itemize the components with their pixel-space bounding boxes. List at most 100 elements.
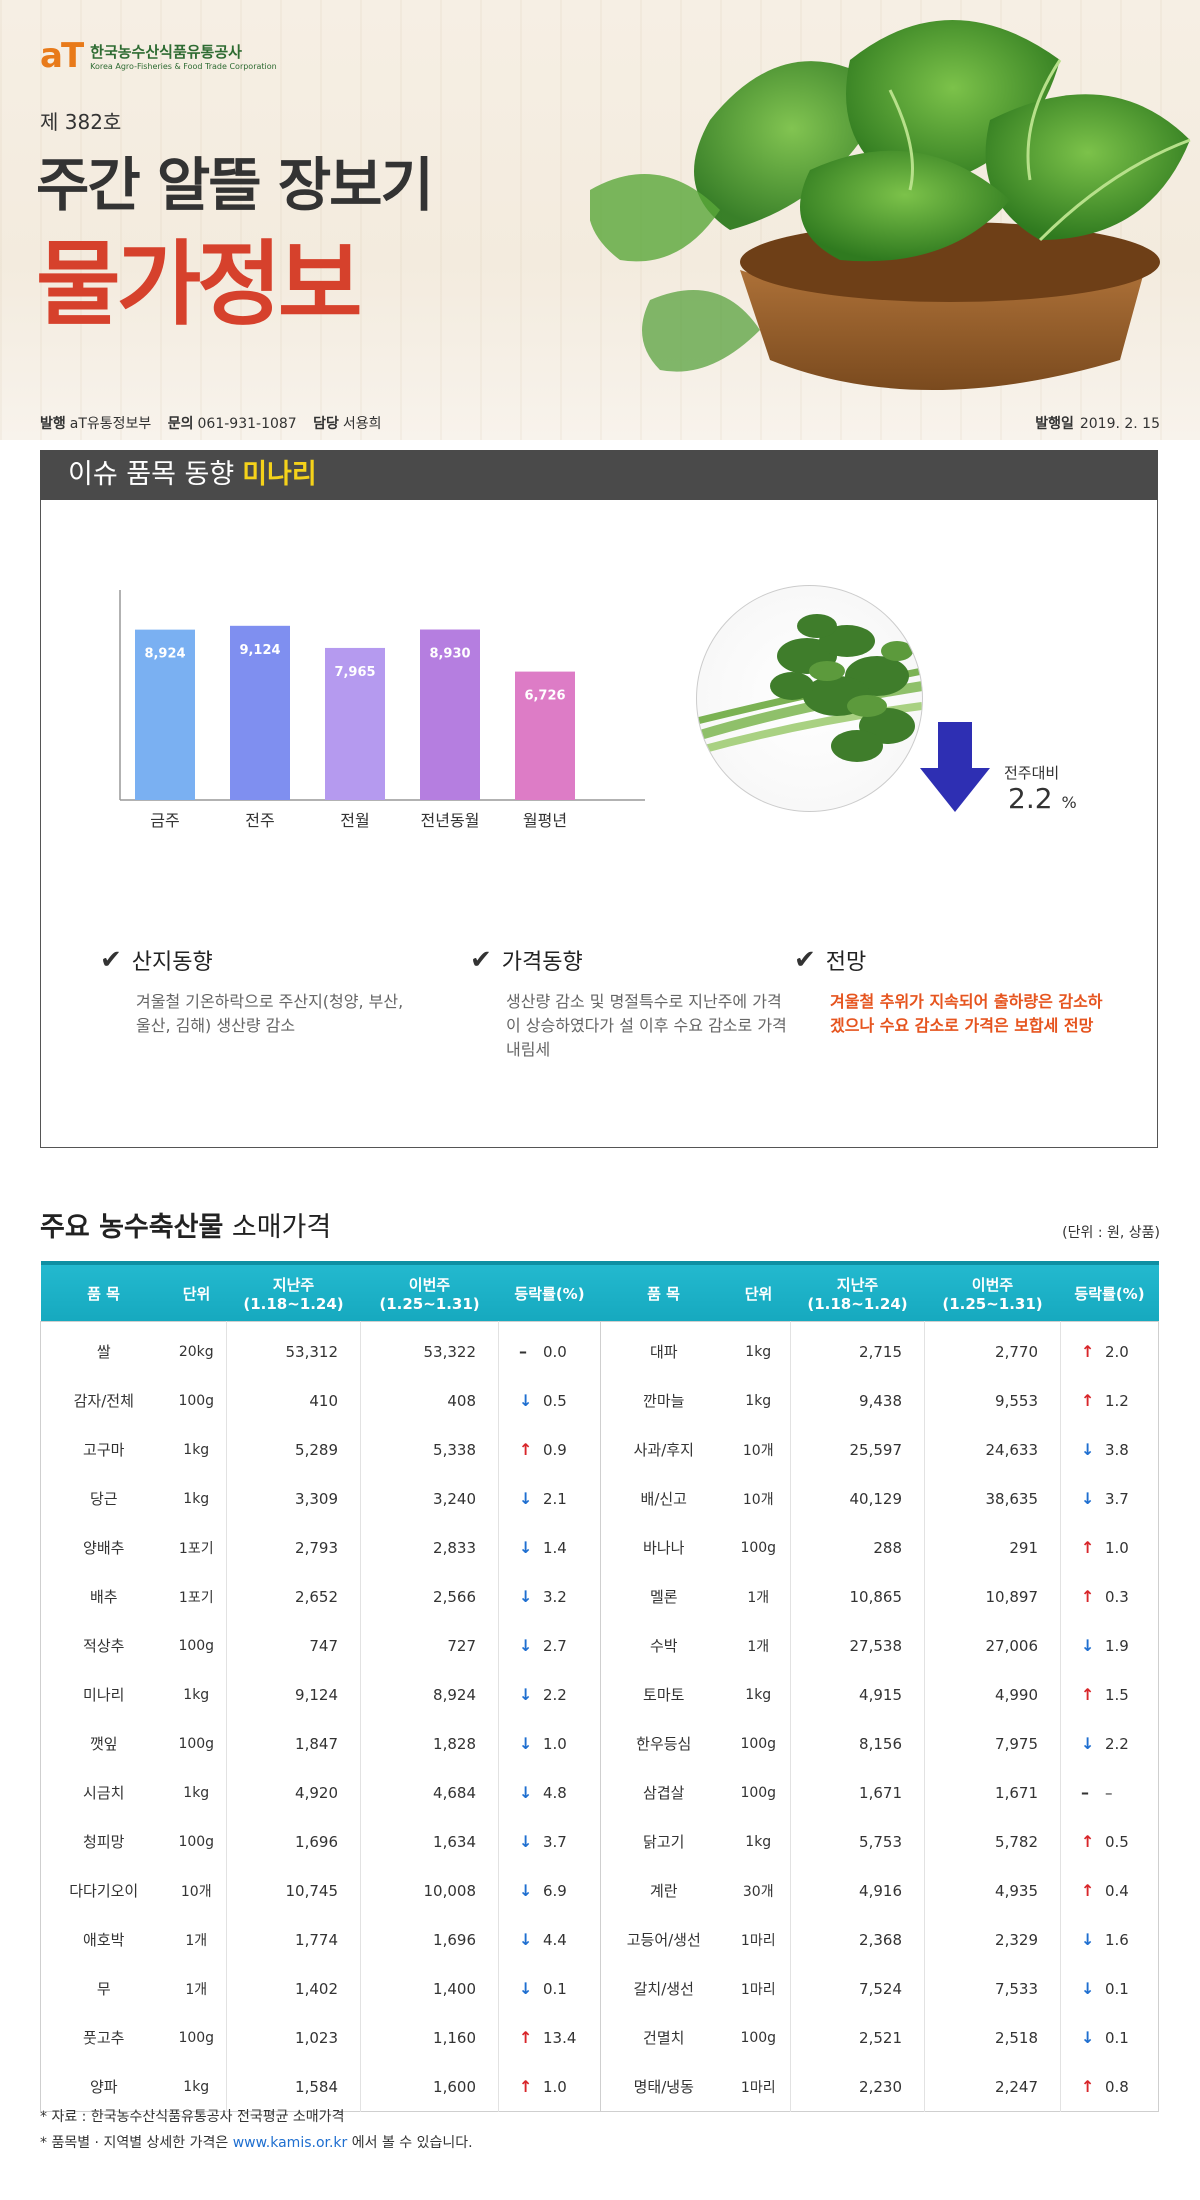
item-unit: 1마리 — [726, 2062, 791, 2112]
change-rate: ↑ 0.9 — [498, 1425, 601, 1474]
arrow-down-icon: ↓ — [519, 1930, 533, 1949]
change-rate: ↑ 1.0 — [1061, 1523, 1159, 1572]
item-unit: 100g — [166, 1376, 227, 1425]
arrow-up-icon: ↑ — [1081, 1538, 1095, 1557]
change-rate-value: 2.2 — [1105, 1735, 1129, 1753]
category-label: 전주 — [245, 811, 274, 830]
change-rate: ↓ 0.1 — [1061, 2013, 1159, 2062]
change-rate: ↓ 3.7 — [1061, 1474, 1159, 1523]
item-name: 건멸치 — [643, 2029, 685, 2047]
kamis-link[interactable]: www.kamis.or.kr — [232, 2135, 348, 2151]
arrow-up-icon: ↑ — [1081, 1342, 1095, 1361]
prev-week-price: 4,915 — [790, 1670, 925, 1719]
item-name: 명태/냉동 — [633, 2078, 694, 2096]
prev-week-price: 2,793 — [226, 1523, 361, 1572]
change-rate: ↓ 2.2 — [498, 1670, 601, 1719]
column-header: 단위 — [166, 1261, 227, 1322]
change-rate-value: 13.4 — [543, 2029, 577, 2047]
item-name: 깻잎 — [89, 1735, 118, 1753]
change-rate: ↓ 2.7 — [498, 1621, 601, 1670]
change-rate: –0.0 — [498, 1321, 601, 1376]
compare-label: 전주대비 — [1004, 764, 1060, 782]
change-rate-value: 2.0 — [1105, 1343, 1129, 1361]
column-header: 이번주(1.25~1.31) — [924, 1261, 1061, 1322]
issue-section-heading: 이슈 품목 동향 미나리 — [40, 450, 1158, 500]
publish-date: 발행일 2019. 2. 15 — [1035, 416, 1160, 432]
change-rate-value: 3.7 — [1105, 1490, 1129, 1508]
item-name: 갈치/생선 — [633, 1980, 694, 1998]
item-unit: 100g — [166, 1817, 227, 1866]
prev-week-price: 1,847 — [226, 1719, 361, 1768]
item-name: 무 — [96, 1980, 111, 1998]
item-unit: 100g — [166, 1719, 227, 1768]
change-rate-value: 0.9 — [543, 1441, 567, 1459]
item-unit: 10개 — [726, 1474, 791, 1523]
category-label: 전년동월 — [421, 811, 480, 830]
issue-number: 제 382호 — [40, 110, 122, 134]
table-row: 무 1개 1,402 1,400 ↓ 0.1 갈치/생선 1마리 7,524 7,533 ↓ 0.1 — [41, 1964, 1159, 2013]
minari-photo — [696, 585, 923, 812]
change-rate-value: 2.1 — [543, 1490, 567, 1508]
item-name: 계란 — [649, 1882, 678, 1900]
prev-week-price: 10,865 — [790, 1572, 925, 1621]
arrow-down-icon: ↓ — [519, 1881, 533, 1900]
item-unit: 1kg — [166, 1768, 227, 1817]
change-rate: ↓ 6.9 — [498, 1866, 601, 1915]
this-week-price: 24,633 — [924, 1425, 1061, 1474]
prev-week-price: 1,671 — [790, 1768, 925, 1817]
this-week-price: 9,553 — [924, 1376, 1061, 1425]
this-week-price: 2,833 — [360, 1523, 499, 1572]
column-header: 품 목 — [40, 1261, 167, 1322]
arrow-down-icon: ↓ — [519, 1685, 533, 1704]
arrow-up-icon: ↑ — [1081, 2077, 1095, 2096]
change-rate-value: 1.9 — [1105, 1637, 1129, 1655]
change-rate-value: 6.9 — [543, 1882, 567, 1900]
arrow-up-icon: ↑ — [519, 2077, 533, 2096]
item-name: 대파 — [649, 1343, 678, 1361]
spinach-bowl-illustration — [590, 20, 1191, 390]
this-week-price: 2,247 — [924, 2062, 1061, 2112]
change-rate: ↑ 13.4 — [498, 2013, 601, 2062]
change-rate-value: 4.8 — [543, 1784, 567, 1802]
arrow-down-icon: ↓ — [519, 1636, 533, 1655]
change-rate: ↓ 0.1 — [1061, 1964, 1159, 2013]
prev-week-price: 2,230 — [790, 2062, 925, 2112]
this-week-price: 4,990 — [924, 1670, 1061, 1719]
bar-value-label: 9,124 — [239, 643, 280, 658]
table-header-row: 품 목 단위 지난주(1.18~1.24) 이번주(1.25~1.31) 등락률(%) 품… — [40, 1261, 1159, 1322]
item-unit: 1kg — [726, 1321, 791, 1376]
this-week-price: 3,240 — [360, 1474, 499, 1523]
item-unit: 1마리 — [726, 1964, 791, 2013]
change-rate: ↑ 0.3 — [1061, 1572, 1159, 1621]
prev-week-price: 10,745 — [226, 1866, 361, 1915]
arrow-down-icon: ↓ — [519, 1587, 533, 1606]
item-unit: 100g — [726, 1523, 791, 1572]
bar — [515, 671, 575, 800]
item-name: 청피망 — [83, 1833, 125, 1851]
this-week-price: 1,828 — [360, 1719, 499, 1768]
category-label: 금주 — [150, 811, 179, 830]
column-header: 지난주(1.18~1.24) — [226, 1261, 361, 1322]
price-bar-chart: 8,924 금주 9,124 전주 7,965 전월 8,930 전년동월 6,726 월평년 — [119, 590, 645, 830]
change-rate: – – — [1061, 1768, 1159, 1817]
item-unit: 1kg — [726, 1817, 791, 1866]
item-name: 수박 — [649, 1637, 678, 1655]
price-section-title: 주요 농수축산물 소매가격 — [40, 1212, 332, 1243]
arrow-down-icon: ↓ — [1081, 1734, 1095, 1753]
item-name: 토마토 — [643, 1686, 685, 1704]
prev-week-price: 4,916 — [790, 1866, 925, 1915]
this-week-price: 38,635 — [924, 1474, 1061, 1523]
arrow-down-icon: ↓ — [519, 1734, 533, 1753]
prev-week-price: 25,597 — [790, 1425, 925, 1474]
prev-week-price: 1,402 — [226, 1964, 361, 2013]
item-name: 배/신고 — [640, 1490, 687, 1508]
table-row: 고구마 1kg 5,289 5,338 ↑ 0.9 사과/후지 10개 25,597 24,633… — [41, 1425, 1159, 1474]
this-week-price: 4,684 — [360, 1768, 499, 1817]
this-week-price: 1,634 — [360, 1817, 499, 1866]
change-rate: ↓ 2.1 — [498, 1474, 601, 1523]
prev-week-price: 1,584 — [226, 2062, 361, 2112]
prev-week-price: 27,538 — [790, 1621, 925, 1670]
this-week-price: 1,696 — [360, 1915, 499, 1964]
table-row: 풋고추 100g 1,023 1,160 ↑ 13.4 건멸치 100g 2,521 2,518 ↓… — [41, 2013, 1159, 2062]
arrow-up-icon: ↑ — [1081, 1881, 1095, 1900]
